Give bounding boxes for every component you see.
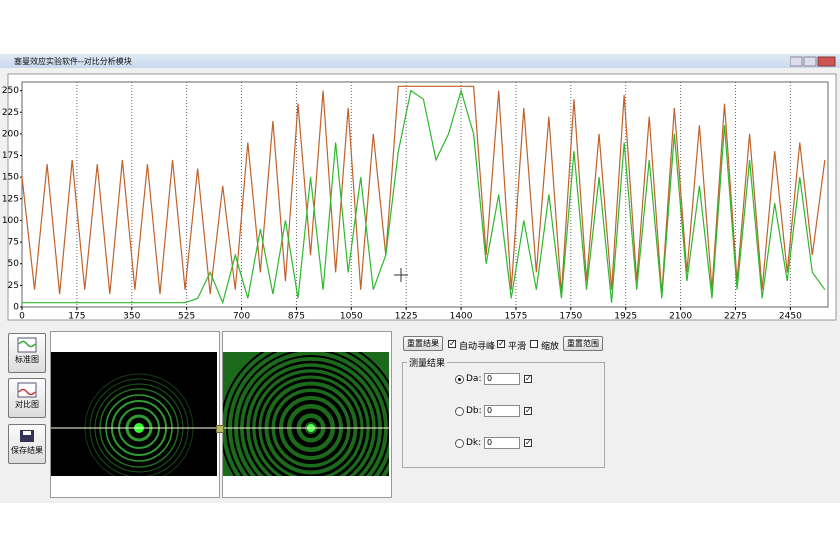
y-tick-label: 100	[2, 216, 19, 226]
y-tick-label: 75	[8, 238, 19, 248]
compare-image-panel	[222, 331, 392, 498]
x-tick-label: 0	[19, 312, 25, 322]
x-tick-label: 525	[178, 312, 195, 322]
y-tick-label: 175	[2, 151, 19, 161]
results-title: 测量结果	[407, 356, 448, 369]
sidebar-button-label: 标准图	[15, 355, 39, 364]
x-tick-label: 1400	[450, 312, 473, 322]
y-tick-label: 250	[2, 86, 19, 96]
x-tick-label: 1925	[614, 312, 637, 322]
sidebar-button[interactable]: 保存结果	[8, 424, 46, 464]
reset-range-button[interactable]: 重置范围	[563, 336, 603, 351]
cursor	[394, 268, 408, 282]
x-tick-label: 2275	[724, 312, 747, 322]
y-tick-label: 0	[13, 303, 19, 313]
radio[interactable]	[455, 375, 464, 384]
compare-image	[223, 352, 389, 476]
result-label: Dk:	[466, 438, 482, 448]
smooth-checkbox[interactable]: ✓	[497, 339, 505, 348]
result-checkbox[interactable]: ✓	[524, 374, 532, 383]
sidebar-button-label: 对比图	[15, 400, 39, 409]
window-controls[interactable]	[790, 56, 836, 67]
smooth-label: 平滑	[508, 342, 527, 352]
result-label: Db:	[466, 406, 482, 416]
chart: 0 25 50 75 100 125 150 175 200 225 250 0 175 350 525 70…	[2, 73, 837, 322]
x-tick-label: 1575	[504, 312, 527, 322]
sidebar-button-label: 保存结果	[11, 446, 43, 455]
button-icon	[17, 382, 37, 398]
radio[interactable]	[455, 407, 464, 416]
y-tick-label: 25	[8, 281, 19, 291]
result-label: Da:	[466, 374, 482, 384]
x-tick-label: 1225	[395, 312, 418, 322]
auto-peak-checkbox[interactable]: ✓	[448, 339, 456, 348]
sidebar-button[interactable]: 标准图	[8, 333, 46, 373]
x-tick-label: 2450	[779, 312, 802, 322]
radio[interactable]	[455, 439, 464, 448]
result-input[interactable]: 0	[484, 373, 520, 385]
x-tick-label: 875	[288, 312, 305, 322]
window-title: 塞曼效应实验软件--对比分析模块	[14, 57, 132, 66]
result-checkbox[interactable]: ✓	[524, 438, 532, 447]
plot-area	[21, 81, 829, 308]
standard-image-panel	[50, 331, 220, 498]
sidebar-button[interactable]: 对比图	[8, 378, 46, 418]
series-line	[22, 88, 826, 305]
y-tick-label: 200	[2, 129, 19, 139]
close[interactable]	[817, 56, 836, 67]
result-checkbox[interactable]: ✓	[524, 406, 532, 415]
maximize[interactable]	[803, 56, 817, 67]
series-line	[21, 85, 826, 295]
splitter-handle[interactable]	[216, 425, 224, 433]
auto-peak-label: 自动寻峰	[459, 342, 496, 352]
x-tick-label: 175	[68, 312, 85, 322]
x-tick-label: 700	[233, 312, 250, 322]
zoom-checkbox[interactable]	[530, 340, 538, 348]
result-input[interactable]: 0	[484, 405, 520, 417]
y-tick-label: 125	[2, 194, 19, 204]
y-tick-label: 50	[8, 259, 20, 269]
x-tick-label: 1050	[340, 312, 363, 322]
y-tick-label: 225	[2, 108, 19, 118]
y-tick-label: 150	[2, 173, 19, 183]
standard-image	[51, 352, 217, 476]
x-tick-label: 1750	[559, 312, 582, 322]
x-tick-label: 2100	[669, 312, 692, 322]
title-bar	[0, 54, 840, 68]
button-icon	[20, 430, 34, 442]
minimize[interactable]	[790, 56, 803, 67]
x-tick-label: 350	[123, 312, 140, 322]
results-group	[402, 362, 605, 468]
result-input[interactable]: 0	[484, 437, 520, 449]
zoom-label: 缩放	[541, 342, 560, 352]
button-icon	[17, 337, 37, 353]
reset-result-button[interactable]: 重置结果	[403, 336, 443, 351]
